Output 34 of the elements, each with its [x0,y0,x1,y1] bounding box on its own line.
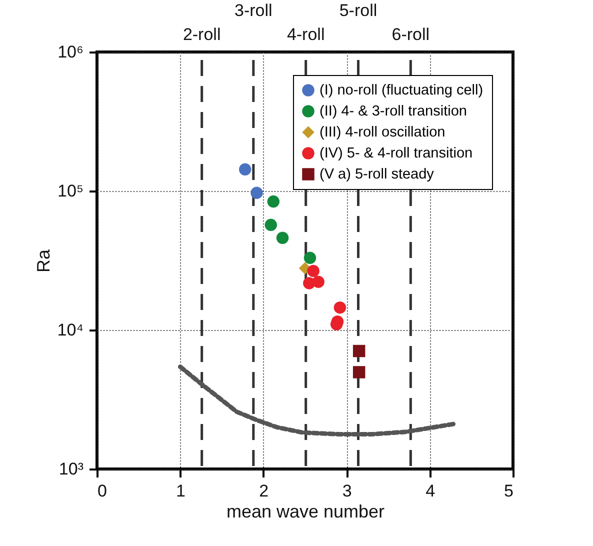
point [312,276,324,288]
x-tick-label: 4 [426,482,436,500]
point [238,163,252,176]
point [307,264,320,278]
ref-line-label: 3-roll [234,1,272,20]
point [264,218,278,232]
point [352,366,366,378]
y-tick-label: 10⁵ [58,182,84,200]
y-tick-label: 10³ [58,460,84,478]
point [334,301,346,314]
x-axis-title: mean wave number [226,502,385,522]
x-tick-label: 3 [342,482,352,500]
legend-label: (III) 4-roll oscillation [320,124,446,140]
ref-line-label: 6-roll [392,25,430,44]
point [352,344,366,358]
point [267,195,280,208]
x-tick-label: 0 [98,482,107,500]
y-axis-title: Ra [33,248,54,273]
ref-line-label: 5-roll [339,1,378,20]
y-tick-label: 10⁶ [58,42,84,62]
legend-label: (I) no-roll (fluctuating cell) [320,82,484,98]
ref-line-label: 2-roll [182,25,221,44]
line-series [178,364,456,436]
x-tick-label: 2 [259,482,269,500]
legend-label: (V a) 5-roll steady [320,166,435,182]
legend-label: (II) 4- & 3-roll transition [320,103,467,120]
point [304,252,316,264]
point [276,232,289,244]
ref-line-label: 4-roll [286,25,325,44]
y-tick-label: 10⁴ [57,320,84,340]
point [250,186,263,199]
legend-label: (IV) 5- & 4-roll transition [320,145,473,162]
x-tick-label: 1 [176,482,186,500]
x-tick-label: 5 [504,482,514,500]
